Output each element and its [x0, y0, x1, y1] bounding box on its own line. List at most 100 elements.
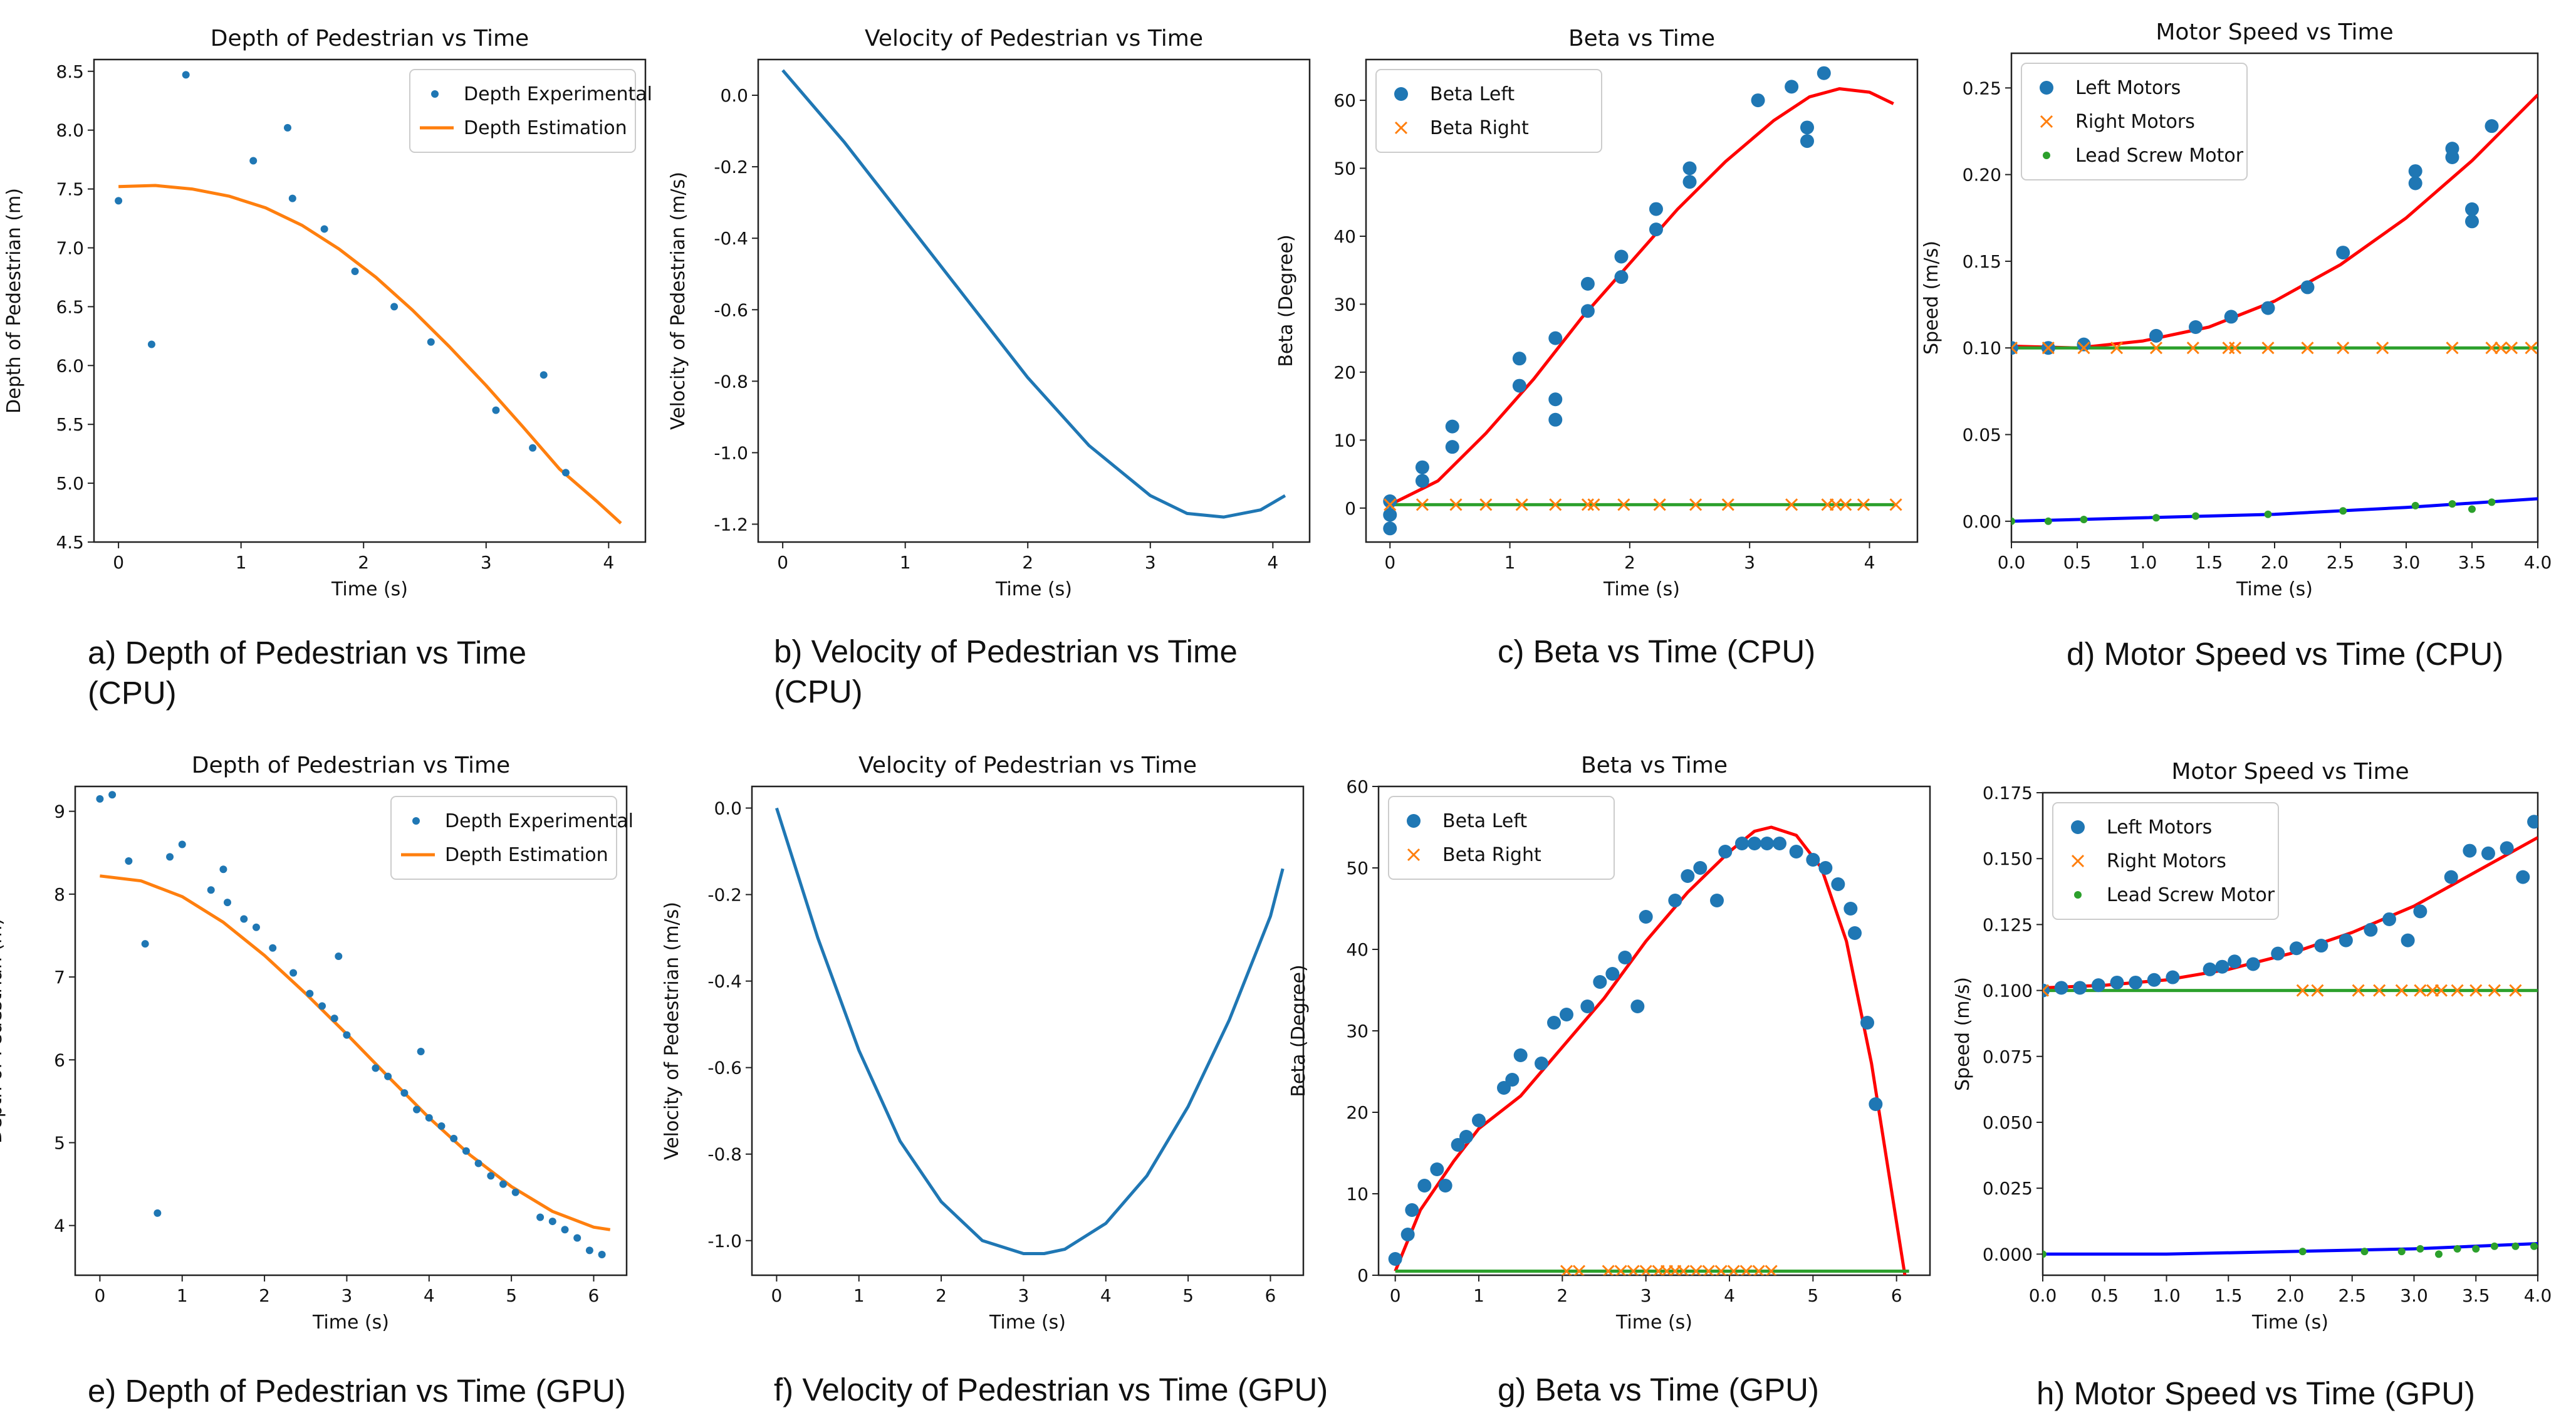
legend: Left Motors Right Motors Lead Screw Motor	[2053, 803, 2278, 919]
y-tick-label: 0.175	[1983, 783, 2033, 803]
data-point	[2446, 142, 2459, 155]
data-point	[154, 1209, 161, 1217]
data-point	[492, 407, 499, 414]
x-axis-label: Time (s)	[989, 1312, 1066, 1334]
data-point	[561, 1226, 568, 1233]
chart-title: Beta vs Time	[1568, 26, 1715, 51]
data-point	[427, 338, 435, 346]
data-point	[1581, 277, 1595, 291]
x-tick-label: 1.5	[2195, 552, 2223, 573]
x-axis-label: Time (s)	[312, 1312, 389, 1334]
plot-area	[1389, 827, 1909, 1277]
chart-f: Velocity of Pedestrian vs Time0 1 2 3 4 5 60.0…	[661, 753, 1303, 1334]
y-tick-label: 6.5	[56, 296, 84, 317]
x-tick-label: 3	[342, 1285, 353, 1306]
y-axis-label: Beta (Degree)	[1288, 964, 1310, 1097]
data-point	[2224, 310, 2238, 323]
y-tick-label: -0.6	[714, 300, 748, 320]
y-tick-label: 0	[1345, 498, 1356, 519]
data-point	[2092, 978, 2105, 992]
y-tick-label: -0.8	[707, 1144, 742, 1165]
data-point	[2500, 841, 2514, 855]
legend: Beta Left Beta Right	[1376, 70, 1602, 152]
legend-label: Depth Estimation	[445, 844, 608, 866]
x-tick-label: 5	[506, 1285, 517, 1306]
caption-a: a) Depth of Pedestrian vs Time (CPU)	[88, 633, 602, 713]
y-tick-label: 10	[1346, 1184, 1369, 1204]
data-point	[1785, 80, 1798, 93]
data-point	[2189, 320, 2203, 334]
data-point	[1383, 494, 1397, 508]
caption-h: h) Motor Speed vs Time (GPU)	[2036, 1374, 2569, 1414]
data-point	[540, 371, 548, 378]
y-tick-label: 8.0	[56, 120, 84, 141]
data-point	[1417, 1179, 1431, 1193]
data-point	[1860, 1016, 1874, 1030]
data-point	[2192, 513, 2199, 520]
x-tick-label: 3.5	[2458, 552, 2486, 573]
data-point	[2412, 502, 2419, 509]
data-point	[1581, 304, 1595, 318]
data-point	[417, 1048, 425, 1055]
data-point	[289, 969, 297, 976]
x-tick-label: 2	[1624, 552, 1635, 573]
y-tick-label: 0.050	[1983, 1112, 2033, 1133]
x-tick-label: 6	[1265, 1285, 1276, 1306]
legend-label: Left Motors	[2107, 817, 2212, 838]
data-point	[1459, 1130, 1473, 1144]
data-point	[1439, 1179, 1452, 1193]
data-point	[182, 71, 190, 78]
y-axis-label: Velocity of Pedestrian (m/s)	[667, 172, 689, 430]
caption-e: e) Depth of Pedestrian vs Time (GPU)	[88, 1371, 777, 1411]
x-tick-label: 0	[771, 1285, 782, 1306]
legend-marker	[1394, 87, 1408, 101]
data-point	[2073, 981, 2087, 994]
data-point	[2147, 973, 2161, 987]
data-point	[2481, 847, 2495, 860]
y-tick-label: -1.0	[714, 442, 748, 463]
y-tick-label: 0.100	[1983, 981, 2033, 1001]
data-point	[487, 1172, 494, 1179]
x-tick-label: 1.0	[2129, 552, 2157, 573]
data-point	[1869, 1097, 1882, 1111]
chart-title: Motor Speed vs Time	[2156, 19, 2393, 45]
chart-title: Motor Speed vs Time	[2171, 759, 2409, 785]
data-point	[1535, 1057, 1548, 1070]
y-tick-label: 0.00	[1963, 511, 2001, 532]
legend-box	[391, 796, 617, 879]
chart-h: Motor Speed vs Time0.0 0.5 1.0 1.5 2.0 2.5 3.0…	[1952, 759, 2552, 1334]
x-tick-label: 3.5	[2462, 1285, 2490, 1306]
x-tick-label: 4	[424, 1285, 435, 1306]
data-point	[2382, 912, 2396, 926]
data-point	[2110, 976, 2124, 989]
data-point	[2149, 329, 2163, 343]
data-point	[2409, 176, 2422, 190]
y-tick-label: 0.0	[720, 85, 748, 106]
data-point	[1668, 894, 1682, 907]
data-point	[549, 1218, 556, 1225]
data-point	[2409, 164, 2422, 178]
data-point	[2472, 1245, 2480, 1253]
data-point	[529, 444, 536, 452]
y-tick-label: 50	[1333, 159, 1356, 179]
x-axis-label: Time (s)	[1603, 578, 1680, 600]
data-point	[2454, 1245, 2461, 1253]
x-tick-label: 2.5	[2338, 1285, 2366, 1306]
data-point	[335, 953, 342, 960]
data-point	[2530, 1243, 2538, 1250]
x-tick-label: 3	[1145, 552, 1156, 573]
data-point	[2511, 1243, 2519, 1250]
data-point	[96, 795, 103, 803]
data-point	[2301, 280, 2315, 294]
data-point	[2465, 214, 2479, 228]
y-tick-label: -0.2	[714, 157, 748, 177]
data-point	[1817, 66, 1831, 80]
legend-label: Depth Experimental	[464, 83, 652, 105]
series-line	[2043, 1244, 2538, 1255]
y-tick-label: 7.0	[56, 238, 84, 258]
data-point	[2129, 976, 2142, 989]
legend-marker	[1407, 814, 1421, 828]
data-point	[352, 268, 359, 275]
x-tick-label: 6	[1891, 1285, 1902, 1306]
data-point	[2314, 939, 2328, 953]
